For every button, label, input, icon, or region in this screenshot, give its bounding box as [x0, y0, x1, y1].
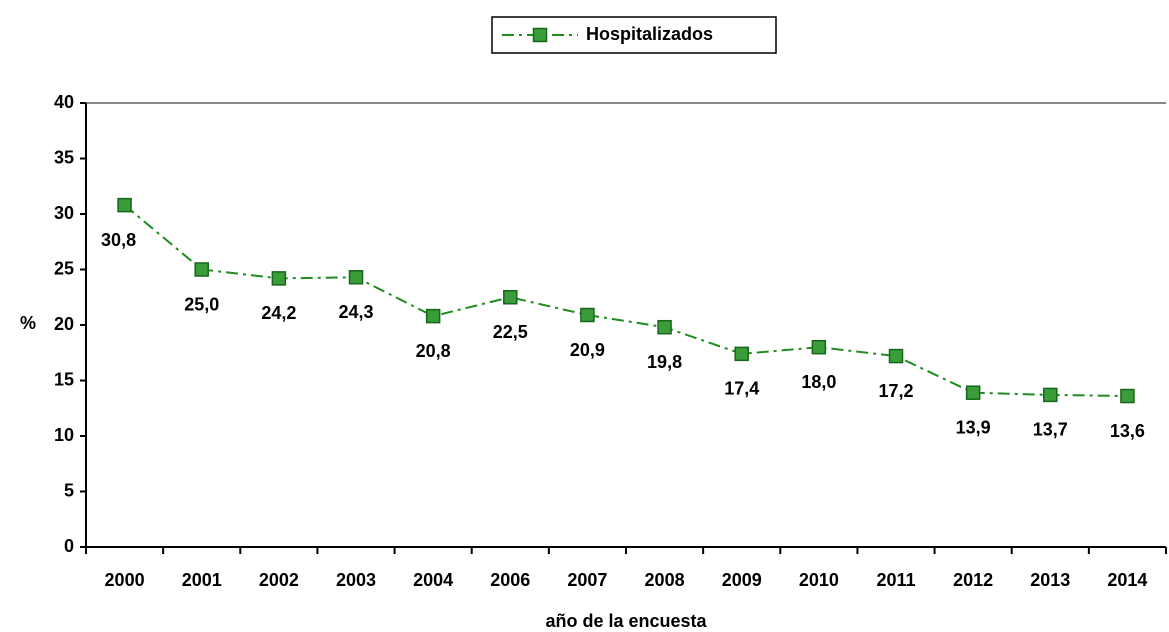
marker — [888, 348, 904, 364]
x-tick-label: 2011 — [876, 570, 915, 590]
marker — [117, 197, 132, 213]
marker — [734, 346, 749, 362]
data-label: 13,7 — [1033, 420, 1068, 440]
y-tick-label: 30 — [54, 203, 74, 223]
data-label: 25,0 — [184, 294, 219, 314]
x-tick-label: 2001 — [182, 570, 222, 590]
x-tick-label: 2008 — [645, 570, 685, 590]
data-label: 13,6 — [1110, 421, 1145, 441]
x-tick-label: 2010 — [799, 570, 839, 590]
x-tick-label: 2009 — [722, 570, 762, 590]
series-line — [123, 204, 1128, 398]
data-label: 18,0 — [801, 372, 836, 392]
y-tick-label: 40 — [54, 92, 74, 112]
legend-label: Hospitalizados — [586, 24, 713, 44]
marker — [503, 290, 518, 305]
legend-marker — [532, 27, 548, 43]
y-tick-label: 10 — [54, 425, 74, 445]
x-tick-label: 2002 — [259, 570, 299, 590]
y-tick-label: 5 — [64, 480, 74, 500]
x-tick-label: 2004 — [413, 570, 453, 590]
marker — [580, 307, 595, 323]
marker — [348, 270, 364, 285]
data-label: 13,9 — [956, 417, 991, 437]
data-label: 24,2 — [261, 303, 296, 323]
marker — [425, 308, 441, 324]
x-tick-label: 2012 — [953, 570, 993, 590]
data-label: 17,4 — [724, 379, 759, 399]
x-tick-label: 2003 — [336, 570, 376, 590]
y-axis-label: % — [20, 313, 36, 333]
data-label: 30,8 — [101, 230, 136, 250]
marker — [271, 271, 287, 286]
y-tick-label: 15 — [54, 369, 74, 389]
x-tick-label: 2013 — [1030, 570, 1070, 590]
x-tick-label: 2006 — [490, 570, 530, 590]
x-tick-label: 2014 — [1107, 570, 1147, 590]
x-axis-label: año de la encuesta — [545, 611, 707, 631]
data-label: 24,3 — [338, 302, 373, 322]
marker — [657, 319, 672, 335]
data-label: 22,5 — [493, 322, 528, 342]
marker — [965, 385, 981, 400]
marker — [1120, 388, 1135, 404]
y-tick-label: 25 — [54, 258, 74, 278]
y-tick-label: 20 — [54, 314, 74, 334]
marker — [194, 262, 209, 277]
marker — [1043, 387, 1058, 403]
data-label: 19,8 — [647, 352, 682, 372]
data-label: 17,2 — [878, 381, 913, 401]
data-label: 20,9 — [570, 340, 605, 360]
data-label: 20,8 — [416, 341, 451, 361]
x-tick-label: 2000 — [105, 570, 145, 590]
marker — [811, 339, 827, 355]
y-tick-label: 0 — [64, 536, 74, 556]
x-tick-label: 2007 — [567, 570, 607, 590]
y-tick-label: 35 — [54, 147, 74, 167]
